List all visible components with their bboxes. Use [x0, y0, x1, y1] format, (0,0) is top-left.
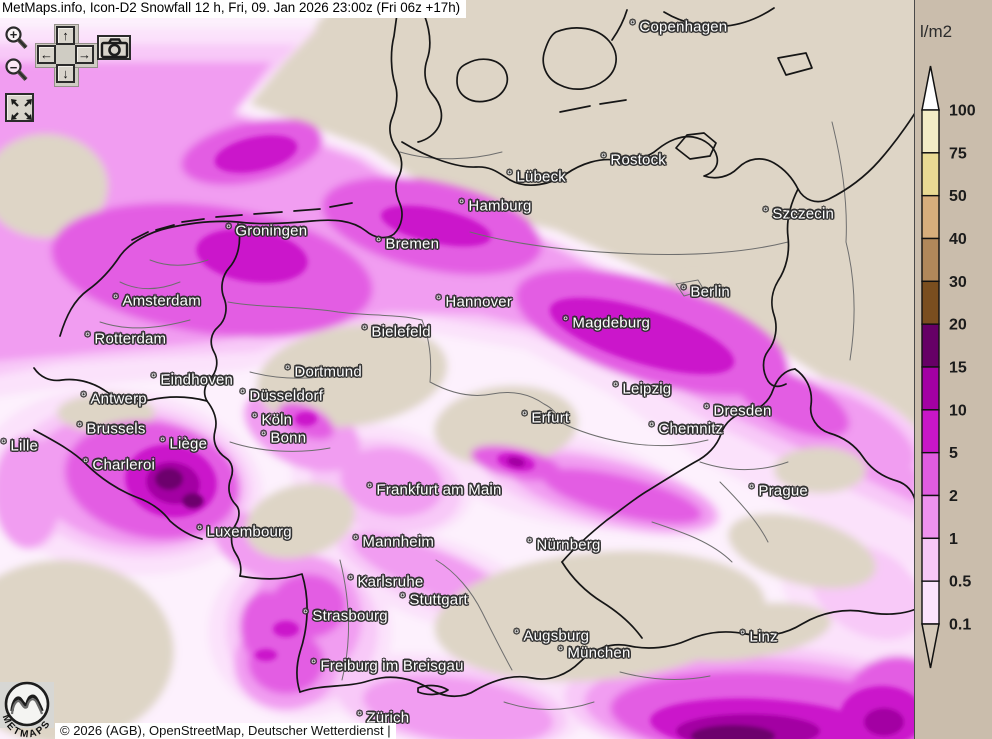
svg-text:5: 5	[949, 445, 958, 462]
color-scale: 100 75 50 40 30 20 15 10 5 2 1 0.5 0.1	[921, 65, 976, 669]
zoom-in-button[interactable]: +	[3, 25, 33, 57]
pan-control: ↑ ← → ↓	[35, 24, 98, 87]
svg-text:20: 20	[949, 317, 967, 334]
attribution[interactable]: © 2026 (AGB), OpenStreetMap, Deutscher W…	[55, 723, 396, 739]
svg-text:0.5: 0.5	[949, 574, 971, 591]
svg-text:0.1: 0.1	[949, 617, 971, 634]
screenshot-button[interactable]	[97, 35, 131, 60]
svg-text:2: 2	[949, 488, 958, 505]
magnifier-plus-icon	[5, 26, 28, 50]
svg-text:15: 15	[949, 360, 967, 377]
snowfall-raster	[0, 0, 914, 739]
magnifier-minus-icon	[5, 58, 28, 82]
svg-text:100: 100	[949, 103, 976, 120]
national-borders-coastlines	[33, 7, 914, 698]
fullscreen-expand-icon	[11, 99, 32, 120]
pan-down-button[interactable]: ↓	[56, 64, 75, 83]
svg-text:30: 30	[949, 274, 967, 291]
svg-text:10: 10	[949, 402, 967, 419]
pan-left-button[interactable]: ←	[37, 45, 56, 64]
fullscreen-button[interactable]	[5, 93, 34, 122]
metmaps-logo-icon: METMAPS	[0, 681, 54, 739]
svg-text:1: 1	[949, 531, 958, 548]
state-borders	[99, 121, 855, 710]
pan-up-button[interactable]: ↑	[56, 26, 75, 45]
svg-text:40: 40	[949, 231, 967, 248]
map-title: MetMaps.info, Icon-D2 Snowfall 12 h, Fri…	[0, 0, 467, 18]
svg-text:50: 50	[949, 188, 967, 205]
zoom-out-button[interactable]: −	[3, 57, 33, 89]
svg-text:75: 75	[949, 145, 967, 162]
metmaps-logo[interactable]: METMAPS	[0, 678, 62, 739]
camera-icon	[100, 38, 129, 59]
pan-right-button[interactable]: →	[75, 45, 94, 64]
legend-unit-label: l/m2	[920, 22, 953, 41]
weather-map[interactable]: ° Copenhagen ° Rostock ° Lübeck ° Hamburg ° Szcze…	[0, 0, 914, 739]
legend-panel: l/m2 100 75 50 40 30 20 15 10 5 2 1 0.5 0.1	[914, 0, 992, 739]
